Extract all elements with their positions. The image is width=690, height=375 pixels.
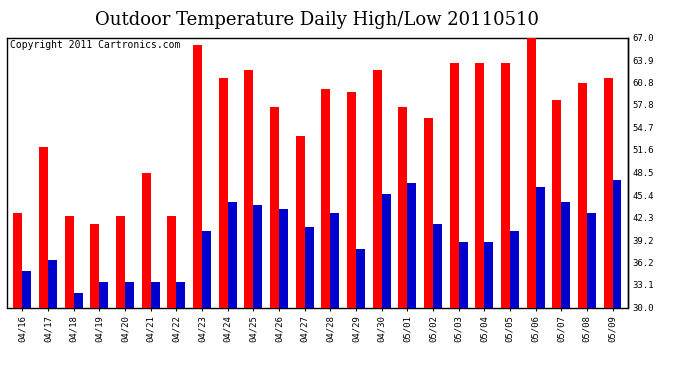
Bar bbox=[552, 99, 561, 308]
Bar bbox=[65, 216, 74, 308]
Bar bbox=[48, 260, 57, 308]
Bar bbox=[526, 38, 535, 308]
Bar bbox=[459, 242, 468, 308]
Bar bbox=[322, 88, 331, 308]
Bar bbox=[347, 92, 356, 308]
Bar bbox=[99, 282, 108, 308]
Bar bbox=[510, 231, 519, 308]
Bar bbox=[561, 202, 570, 308]
Bar bbox=[613, 180, 622, 308]
Bar bbox=[90, 224, 99, 308]
Bar bbox=[270, 107, 279, 307]
Bar bbox=[253, 206, 262, 308]
Text: Copyright 2011 Cartronics.com: Copyright 2011 Cartronics.com bbox=[10, 40, 180, 50]
Bar bbox=[74, 293, 83, 308]
Bar bbox=[167, 216, 176, 308]
Bar bbox=[279, 209, 288, 308]
Bar bbox=[535, 187, 544, 308]
Bar bbox=[176, 282, 185, 308]
Bar bbox=[407, 183, 416, 308]
Bar bbox=[141, 172, 150, 308]
Bar bbox=[125, 282, 134, 308]
Bar bbox=[382, 194, 391, 308]
Bar bbox=[604, 78, 613, 308]
Bar bbox=[484, 242, 493, 308]
Bar bbox=[219, 78, 228, 308]
Bar bbox=[578, 83, 586, 308]
Bar bbox=[501, 63, 510, 308]
Bar bbox=[586, 213, 596, 308]
Bar bbox=[228, 202, 237, 308]
Bar bbox=[475, 63, 484, 308]
Bar bbox=[202, 231, 211, 308]
Text: Outdoor Temperature Daily High/Low 20110510: Outdoor Temperature Daily High/Low 20110… bbox=[95, 11, 540, 29]
Bar bbox=[13, 213, 22, 308]
Bar bbox=[373, 70, 382, 308]
Bar bbox=[193, 45, 202, 308]
Bar bbox=[150, 282, 159, 308]
Bar bbox=[39, 147, 48, 308]
Bar bbox=[331, 213, 339, 308]
Bar bbox=[22, 271, 31, 308]
Bar bbox=[116, 216, 125, 308]
Bar bbox=[433, 224, 442, 308]
Bar bbox=[356, 249, 365, 308]
Bar bbox=[244, 70, 253, 308]
Bar bbox=[398, 107, 407, 307]
Bar bbox=[295, 136, 304, 308]
Bar bbox=[304, 227, 313, 308]
Bar bbox=[450, 63, 459, 308]
Bar bbox=[424, 118, 433, 308]
